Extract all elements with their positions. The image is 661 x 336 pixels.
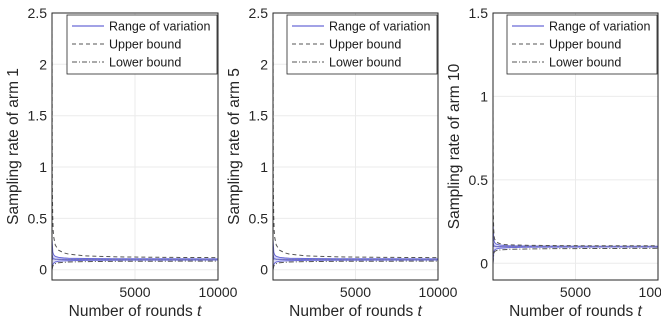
x-axis-label: Number of rounds t — [509, 303, 642, 320]
x-axis-label-variable: t — [418, 303, 423, 320]
y-tick-label: 0 — [260, 262, 268, 278]
legend-label: Lower bound — [549, 56, 621, 70]
y-tick-label: 0.5 — [28, 210, 48, 226]
y-tick-label: 2.5 — [249, 5, 269, 21]
legend: Range of variation Upper bound Lower bound — [506, 14, 658, 75]
y-tick-label: 0 — [480, 255, 488, 271]
legend-label: Upper bound — [549, 38, 621, 52]
y-axis-label: Sampling rate of arm 5 — [226, 68, 243, 225]
axes-frame — [492, 12, 659, 281]
axes-frame — [272, 12, 439, 281]
y-tick-label: 2.5 — [28, 5, 48, 21]
y-tick-label: 1 — [39, 159, 47, 175]
legend-box — [286, 14, 438, 75]
y-tick-label: 1.5 — [28, 108, 48, 124]
series-range-upper-edge — [52, 238, 218, 260]
y-axis-label: Sampling rate of arm 1 — [5, 68, 22, 225]
legend-box — [66, 14, 218, 75]
series-range-mean — [52, 254, 218, 261]
x-tick-label: 10000 — [419, 284, 458, 300]
legend-label: Range of variation — [549, 20, 651, 34]
x-tick-label: 5000 — [119, 284, 150, 300]
legend-label: Range of variation — [109, 20, 211, 34]
x-axis-label: Number of rounds t — [69, 303, 202, 320]
y-tick-label: 1 — [480, 88, 488, 104]
y-tick-label: 1.5 — [249, 108, 269, 124]
x-axis-label-variable: t — [197, 303, 202, 320]
x-tick-label: 5000 — [560, 284, 591, 300]
plot-area — [493, 96, 658, 264]
y-tick-label: 0.5 — [249, 210, 269, 226]
series-range-upper-edge — [273, 238, 438, 260]
series-range-mean — [273, 254, 438, 261]
y-tick-label: 2 — [39, 56, 47, 72]
y-tick-label: 1 — [260, 159, 268, 175]
x-tick-label: 10000 — [639, 284, 661, 300]
y-tick-label: 0.5 — [469, 172, 489, 188]
axes-frame — [51, 12, 219, 281]
legend: Range of variation Upper bound Lower bound — [286, 14, 438, 75]
legend-label: Upper bound — [109, 38, 181, 52]
legend-label: Lower bound — [329, 56, 401, 70]
y-tick-label: 0 — [39, 262, 47, 278]
series-lower-bound — [493, 247, 658, 264]
legend-label: Upper bound — [329, 38, 401, 52]
plot-area — [52, 13, 218, 270]
chart-panel-2: 0 0.5 1 1.5 2 2.5 5000 10000 Sampling rate of ar… — [226, 5, 458, 320]
chart-panel-3: 0 0.5 1 1.5 5000 10000 Sampling rate of arm 10… — [446, 5, 661, 320]
chart-panel-1: 0 0.5 1 1.5 2 2.5 5000 10000 Sampling rate of ar… — [5, 5, 238, 320]
x-axis-label: Number of rounds t — [289, 303, 422, 320]
y-axis-label: Sampling rate of arm 10 — [446, 63, 463, 229]
series-lower-bound — [52, 260, 218, 270]
series-lower-bound — [273, 260, 438, 270]
series-range-mean — [493, 242, 658, 248]
legend-box — [506, 14, 658, 75]
x-tick-label: 5000 — [340, 284, 371, 300]
x-tick-label: 10000 — [199, 284, 238, 300]
y-tick-label: 1.5 — [469, 5, 489, 21]
legend-label: Lower bound — [109, 56, 181, 70]
legend-label: Range of variation — [329, 20, 431, 34]
series-range-lower-edge — [273, 259, 438, 270]
plot-area — [273, 13, 438, 270]
series-range-lower-edge — [52, 259, 218, 270]
y-tick-label: 2 — [260, 56, 268, 72]
legend: Range of variation Upper bound Lower bound — [66, 14, 218, 75]
x-axis-label-variable: t — [638, 303, 643, 320]
